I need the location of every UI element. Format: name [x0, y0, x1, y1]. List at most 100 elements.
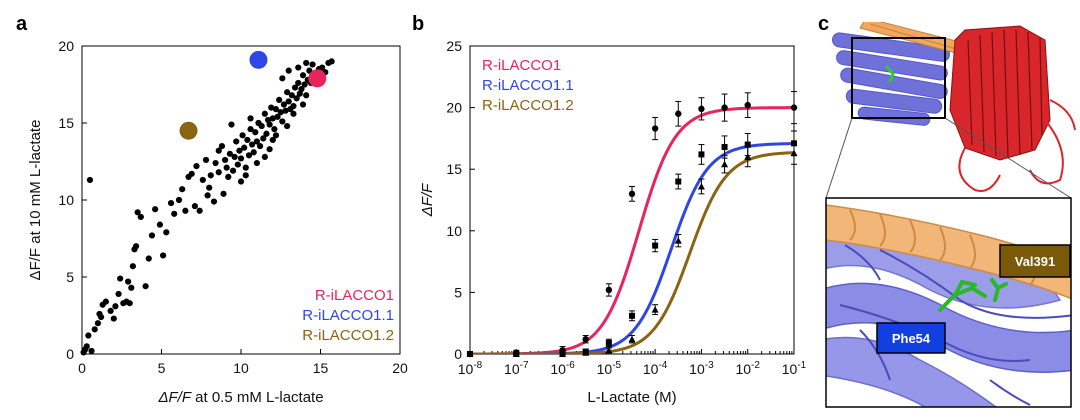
scatter-point	[222, 156, 229, 164]
scatter-point	[250, 149, 257, 156]
val391-label-text: Val391	[1015, 254, 1056, 269]
scatter-x-tick-label: 15	[313, 360, 329, 376]
scatter-point	[303, 59, 310, 67]
scatter-point	[293, 95, 300, 102]
scatter-point	[228, 121, 235, 128]
data-point-r-ilacco1-1	[675, 178, 682, 185]
scatter-point	[290, 102, 297, 110]
scatter-point	[159, 252, 167, 259]
scatter-point	[102, 298, 109, 305]
overview-green-residue	[884, 65, 895, 83]
scatter-y-axis-label: ΔF/F at 10 mM L-lactate	[27, 120, 44, 281]
scatter-point	[299, 72, 307, 79]
scatter-point	[215, 147, 222, 154]
scatter-point	[277, 109, 284, 116]
scatter-y-tick-label: 15	[58, 115, 74, 131]
scatter-point	[295, 64, 302, 71]
scatter-point	[212, 159, 219, 167]
data-point-r-ilacco1	[698, 105, 705, 113]
scatter-point	[207, 172, 214, 179]
data-point-r-ilacco1-2	[559, 350, 567, 357]
scatter-point	[260, 135, 267, 142]
scatter-point	[179, 186, 186, 193]
zoom-connector-left	[825, 117, 853, 199]
scatter-x-tick-label: 0	[78, 360, 86, 376]
data-point-r-ilacco1-1	[721, 144, 728, 151]
scatter-point	[234, 161, 241, 168]
scatter-point	[285, 98, 292, 105]
panel-label-a: a	[16, 13, 28, 35]
scatter-point	[266, 146, 273, 153]
scatter-variant-r-ilacco1-2	[179, 121, 198, 140]
scatter-point	[206, 184, 213, 191]
zoom-region-box	[851, 37, 946, 119]
scatter-point	[182, 207, 189, 214]
dose-response-y-tick-label: 25	[446, 38, 462, 54]
scatter-point	[110, 315, 117, 322]
scatter-point	[279, 118, 286, 125]
data-point-r-ilacco1-2	[790, 149, 798, 157]
phe54-label-box	[876, 322, 946, 354]
scatter-point	[188, 170, 195, 177]
scatter-point	[249, 141, 256, 148]
scatter-point	[226, 150, 233, 157]
scatter-x-axis-label-suffix: at 0.5 mM L-lactate	[191, 389, 324, 406]
protein-structure-panel: Val391 Phe54	[825, 22, 1076, 408]
dose-response-legend-r-ilacco1-1: R-iLACCO1.1	[482, 77, 574, 94]
scatter-legend-r-ilacco1-2: R-iLACCO1.2	[302, 327, 394, 344]
scatter-point	[163, 229, 170, 236]
scatter-point	[318, 64, 326, 71]
scatter-point	[266, 121, 273, 128]
protein-overview	[831, 22, 1076, 192]
scatter-point	[137, 213, 144, 221]
data-point-r-ilacco1	[651, 125, 659, 132]
scatter-variant-r-ilacco1-1	[249, 50, 268, 69]
dose-response-x-tick-label: 10-3	[689, 360, 714, 377]
scatter-point	[309, 61, 316, 68]
scatter-point	[276, 96, 283, 103]
scatter-legend-r-ilacco1-1: R-iLACCO1.1	[302, 307, 394, 324]
scatter-point	[247, 126, 254, 133]
scatter-point	[242, 172, 249, 179]
data-point-r-ilacco1-1	[698, 151, 705, 158]
scatter-point	[86, 176, 94, 184]
data-point-r-ilacco1-2	[582, 349, 590, 356]
scatter-point	[129, 263, 136, 270]
panel-label-c: c	[818, 13, 829, 35]
dose-response-y-tick-label: 5	[454, 284, 462, 300]
scatter-point	[258, 122, 265, 130]
scatter-point	[83, 343, 90, 350]
data-point-r-ilacco1-2	[628, 335, 636, 343]
scatter-x-axis-label: ΔF/F at 0.5 mM L-lactate	[157, 389, 323, 406]
dose-response-plot: 10-8 10-7 10-6 10-5 10-4 10-3 10-2 10-1 0 5 10 15 20…	[419, 38, 807, 406]
scatter-point	[134, 209, 141, 216]
scatter-point	[256, 143, 264, 150]
data-point-r-ilacco1-2	[744, 153, 752, 160]
scatter-point	[301, 81, 308, 88]
dose-response-y-tick-label: 20	[446, 100, 462, 116]
data-point-r-ilacco1-1	[744, 141, 751, 148]
data-point-r-ilacco1-1	[652, 242, 659, 249]
scatter-point	[274, 113, 281, 120]
scatter-y-tick-label: 20	[58, 38, 74, 54]
data-point-r-ilacco1-2	[605, 346, 613, 354]
scatter-point	[271, 126, 278, 133]
scatter-point	[263, 130, 270, 137]
scatter-point	[97, 313, 105, 321]
dose-response-x-tick-label: 10-7	[504, 360, 529, 377]
data-point-r-ilacco1-2	[721, 160, 729, 168]
scatter-variant-r-ilacco1	[308, 69, 327, 88]
scatter-point	[299, 101, 307, 108]
scatter-point	[220, 190, 227, 197]
scatter-point	[223, 164, 230, 171]
scatter-point	[261, 110, 268, 117]
scatter-plot: 0 5 10 15 20 0 5 10 15 20 ΔF/F at 0.5 mM L-lactat…	[27, 38, 408, 406]
data-point-r-ilacco1	[628, 190, 636, 198]
scatter-point	[175, 196, 183, 204]
data-point-r-ilacco1-2	[512, 350, 520, 357]
scatter-point	[272, 106, 280, 113]
scatter-point	[94, 320, 101, 327]
scatter-point	[284, 89, 291, 96]
scatter-point	[328, 58, 335, 65]
panel-label-b: b	[412, 13, 424, 35]
